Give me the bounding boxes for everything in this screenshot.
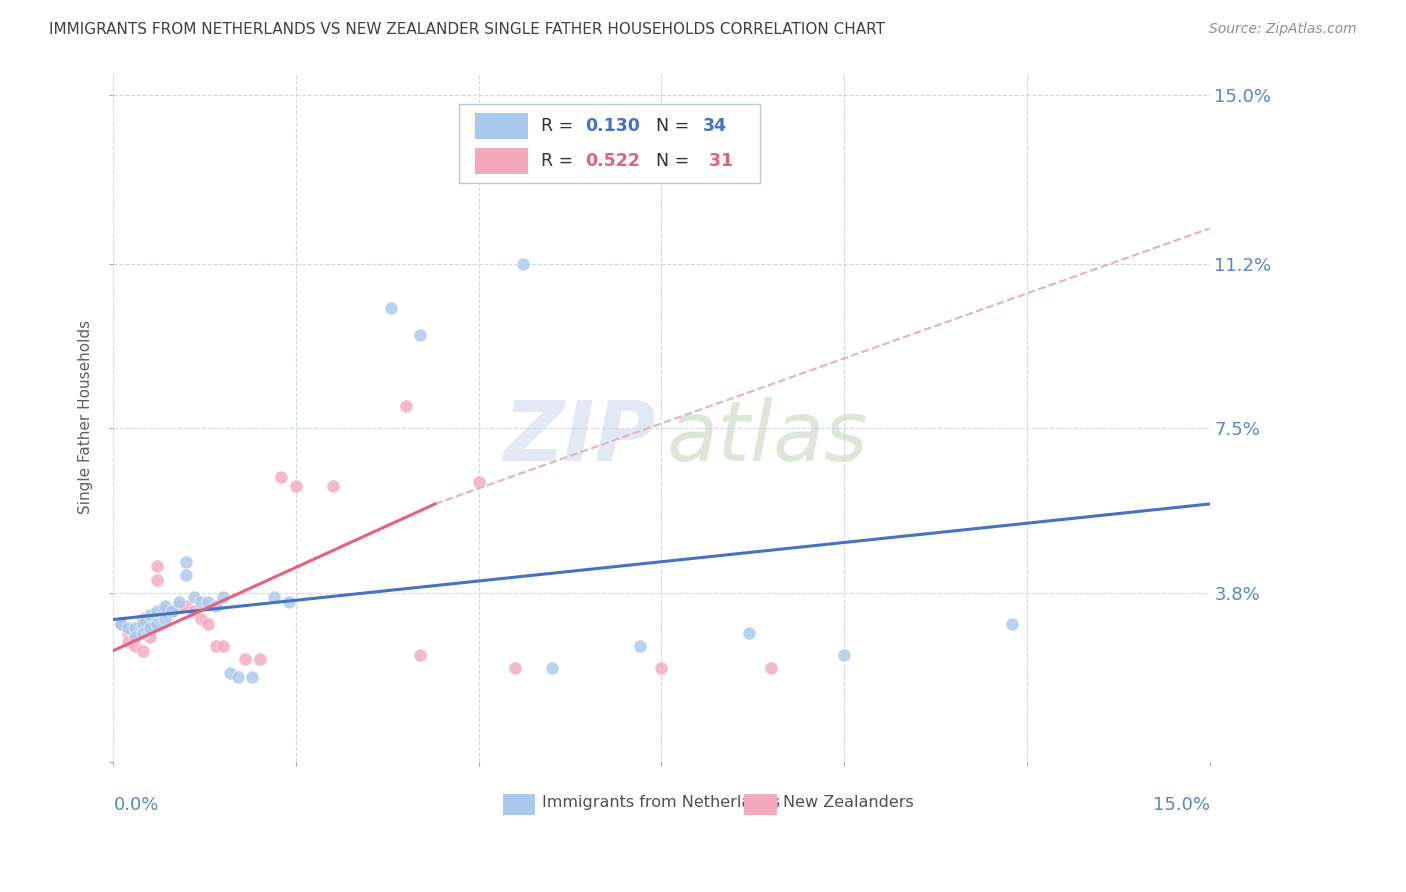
Point	[650, 661, 672, 675]
Point	[131, 625, 153, 640]
Point	[322, 479, 344, 493]
Point	[160, 604, 183, 618]
Point	[468, 475, 491, 489]
Point	[226, 670, 249, 684]
Point	[395, 399, 418, 413]
Y-axis label: Single Father Households: Single Father Households	[79, 320, 93, 515]
Text: ZIP: ZIP	[503, 398, 657, 478]
Text: R =: R =	[541, 152, 579, 170]
Point	[270, 470, 292, 484]
Point	[167, 595, 190, 609]
Point	[219, 665, 242, 680]
FancyBboxPatch shape	[475, 148, 527, 174]
Text: 0.130: 0.130	[585, 117, 640, 136]
Point	[512, 257, 534, 271]
Point	[139, 630, 162, 644]
Point	[204, 639, 226, 653]
Point	[212, 639, 235, 653]
Point	[505, 661, 527, 675]
Point	[204, 599, 226, 614]
Point	[117, 621, 139, 635]
Point	[249, 652, 271, 666]
Text: Immigrants from Netherlands: Immigrants from Netherlands	[541, 796, 780, 811]
Point	[167, 599, 190, 614]
Point	[160, 604, 183, 618]
Point	[146, 604, 169, 618]
Point	[409, 648, 432, 662]
Text: 0.0%: 0.0%	[114, 796, 159, 814]
Point	[197, 616, 219, 631]
Point	[183, 591, 205, 605]
Point	[240, 670, 263, 684]
Point	[212, 591, 235, 605]
Text: 34: 34	[703, 117, 727, 136]
FancyBboxPatch shape	[744, 794, 776, 814]
Point	[832, 648, 855, 662]
Point	[233, 652, 256, 666]
Point	[197, 595, 219, 609]
Point	[131, 612, 153, 626]
Point	[190, 595, 212, 609]
Point	[117, 625, 139, 640]
Point	[176, 555, 198, 569]
Point	[153, 604, 176, 618]
Point	[131, 643, 153, 657]
Text: N =: N =	[657, 117, 695, 136]
Point	[117, 634, 139, 648]
Point	[110, 616, 132, 631]
Point	[153, 612, 176, 626]
Point	[124, 630, 146, 644]
Text: R =: R =	[541, 117, 579, 136]
Point	[146, 559, 169, 574]
FancyBboxPatch shape	[475, 113, 527, 139]
Point	[139, 621, 162, 635]
FancyBboxPatch shape	[502, 794, 536, 814]
Text: 0.522: 0.522	[585, 152, 640, 170]
Point	[124, 639, 146, 653]
Text: IMMIGRANTS FROM NETHERLANDS VS NEW ZEALANDER SINGLE FATHER HOUSEHOLDS CORRELATIO: IMMIGRANTS FROM NETHERLANDS VS NEW ZEALA…	[49, 22, 886, 37]
Point	[139, 608, 162, 623]
Text: atlas: atlas	[666, 398, 869, 478]
Text: N =: N =	[657, 152, 695, 170]
Point	[409, 328, 432, 343]
Point	[146, 573, 169, 587]
Point	[738, 625, 761, 640]
Point	[153, 599, 176, 614]
Point	[759, 661, 782, 675]
Point	[285, 479, 308, 493]
Point	[277, 595, 299, 609]
Text: 31: 31	[703, 152, 734, 170]
Point	[263, 591, 285, 605]
Point	[131, 616, 153, 631]
Text: Source: ZipAtlas.com: Source: ZipAtlas.com	[1209, 22, 1357, 37]
Text: 15.0%: 15.0%	[1153, 796, 1209, 814]
Point	[176, 599, 198, 614]
Point	[190, 612, 212, 626]
Point	[176, 568, 198, 582]
Point	[146, 616, 169, 631]
Point	[124, 630, 146, 644]
Point	[540, 661, 562, 675]
FancyBboxPatch shape	[458, 104, 761, 183]
Point	[139, 621, 162, 635]
Text: New Zealanders: New Zealanders	[783, 796, 914, 811]
Point	[1001, 616, 1024, 631]
Point	[124, 621, 146, 635]
Point	[380, 301, 402, 316]
Point	[628, 639, 651, 653]
Point	[183, 604, 205, 618]
Point	[110, 616, 132, 631]
